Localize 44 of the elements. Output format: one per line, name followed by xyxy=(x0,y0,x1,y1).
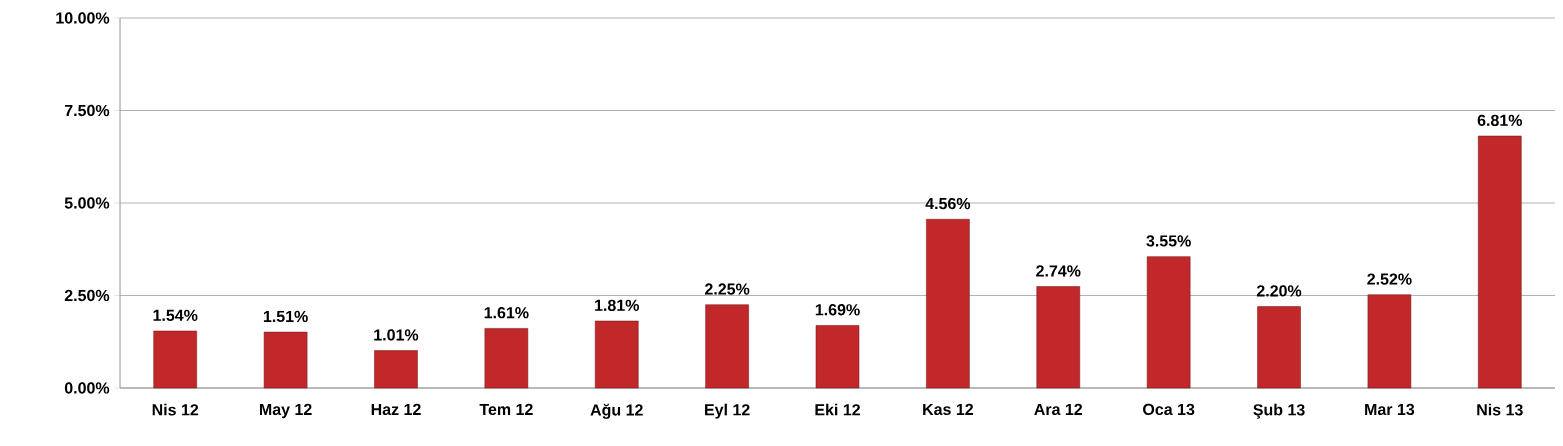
bar xyxy=(1257,306,1301,389)
x-tick-label: Tem 12 xyxy=(479,403,533,416)
y-tick-label: 7.50% xyxy=(64,104,110,117)
x-tick-label: Şub 13 xyxy=(1253,403,1305,419)
x-tick-label: Oca 13 xyxy=(1143,403,1195,416)
x-tick-label: Eyl 12 xyxy=(705,403,750,419)
data-label: 1.81% xyxy=(595,299,639,311)
bar xyxy=(926,219,970,389)
data-label: 6.81% xyxy=(1477,114,1523,126)
bar xyxy=(815,325,860,389)
y-tick-label: 10.00% xyxy=(56,12,110,24)
x-tick-label: Mar 13 xyxy=(1365,403,1415,416)
bar xyxy=(484,328,529,389)
data-label: 2.25% xyxy=(705,283,750,295)
bar xyxy=(1146,256,1191,389)
x-tick-label: Nis 13 xyxy=(1477,403,1523,416)
x-tick-label: May 12 xyxy=(259,403,312,419)
x-tick-label: Ağu 12 xyxy=(590,403,643,419)
bar xyxy=(153,330,197,389)
y-tick-label: 5.00% xyxy=(64,197,110,209)
data-label: 1.51% xyxy=(263,310,308,323)
data-label: 1.69% xyxy=(815,304,860,316)
data-label: 2.52% xyxy=(1367,273,1412,285)
data-label: 4.56% xyxy=(925,197,971,210)
x-tick-label: Ara 12 xyxy=(1034,403,1083,416)
data-label: 1.01% xyxy=(374,329,419,341)
data-label: 1.54% xyxy=(153,309,198,321)
bar xyxy=(705,304,749,389)
bar xyxy=(374,350,418,389)
bar xyxy=(1367,294,1412,389)
data-label: 3.55% xyxy=(1146,235,1191,247)
bar xyxy=(1478,135,1522,389)
x-tick-label: Eki 12 xyxy=(815,403,860,416)
x-tick-label: Nis 12 xyxy=(152,403,199,416)
bar xyxy=(263,331,308,389)
data-label: 2.20% xyxy=(1256,285,1302,297)
x-tick-label: Haz 12 xyxy=(371,403,421,416)
bar xyxy=(1036,286,1081,389)
y-tick-label: 0.00% xyxy=(64,382,110,394)
data-label: 2.74% xyxy=(1036,265,1081,277)
bar xyxy=(594,320,639,389)
x-tick-label: Kas 12 xyxy=(923,403,974,416)
data-label: 1.61% xyxy=(484,307,529,319)
y-tick-label: 2.50% xyxy=(64,289,110,302)
